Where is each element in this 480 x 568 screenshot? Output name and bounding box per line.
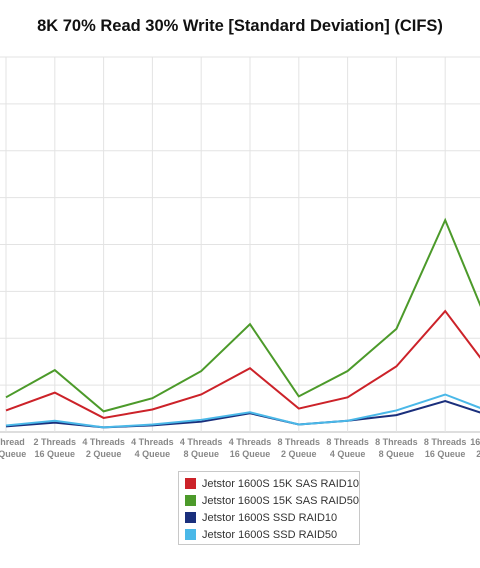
series-line-1 bbox=[5, 217, 480, 413]
x-tick-label: 4 Threads 8 Queue bbox=[180, 437, 223, 459]
x-tick-label: 8 Threads 16 Queue bbox=[424, 437, 467, 459]
x-tick-label: 8 Threads 4 Queue bbox=[326, 437, 369, 459]
legend-label: Jetstor 1600S 15K SAS RAID10 bbox=[201, 477, 359, 490]
chart-title: 8K 70% Read 30% Write [Standard Deviatio… bbox=[37, 17, 443, 35]
legend-swatch bbox=[185, 529, 196, 540]
legend-label: Jetstor 1600S 15K SAS RAID50 bbox=[201, 494, 359, 507]
legend-item: Jetstor 1600S 15K SAS RAID50 bbox=[185, 492, 359, 509]
series-line-0 bbox=[5, 309, 480, 419]
legend-swatch bbox=[185, 512, 196, 523]
x-tick-label: 2 Threads 16 Queue bbox=[34, 437, 77, 459]
legend-label: Jetstor 1600S SSD RAID10 bbox=[202, 511, 338, 524]
grid bbox=[0, 56, 480, 433]
legend-item: Jetstor 1600S SSD RAID10 bbox=[185, 509, 359, 526]
x-tick-label: 1 Thread16 Queue bbox=[0, 437, 26, 459]
legend-swatch bbox=[185, 478, 196, 489]
legend-swatch bbox=[185, 495, 196, 506]
x-tick-label: 4 Threads 2 Queue bbox=[82, 437, 125, 459]
x-tick-label: 8 Threads 2 Queue bbox=[278, 437, 321, 459]
x-tick-label: 8 Threads 8 Queue bbox=[375, 437, 418, 459]
series-lines bbox=[5, 217, 480, 429]
legend-label: Jetstor 1600S SSD RAID50 bbox=[202, 528, 338, 541]
legend: Jetstor 1600S 15K SAS RAID10 Jetstor 160… bbox=[178, 471, 360, 545]
series-line-3 bbox=[5, 393, 480, 429]
legend-item: Jetstor 1600S SSD RAID50 bbox=[185, 526, 359, 543]
x-tick-label: 4 Threads 4 Queue bbox=[131, 437, 174, 459]
legend-item: Jetstor 1600S 15K SAS RAID10 bbox=[185, 475, 359, 492]
x-tick-label: 4 Threads 16 Queue bbox=[229, 437, 272, 459]
